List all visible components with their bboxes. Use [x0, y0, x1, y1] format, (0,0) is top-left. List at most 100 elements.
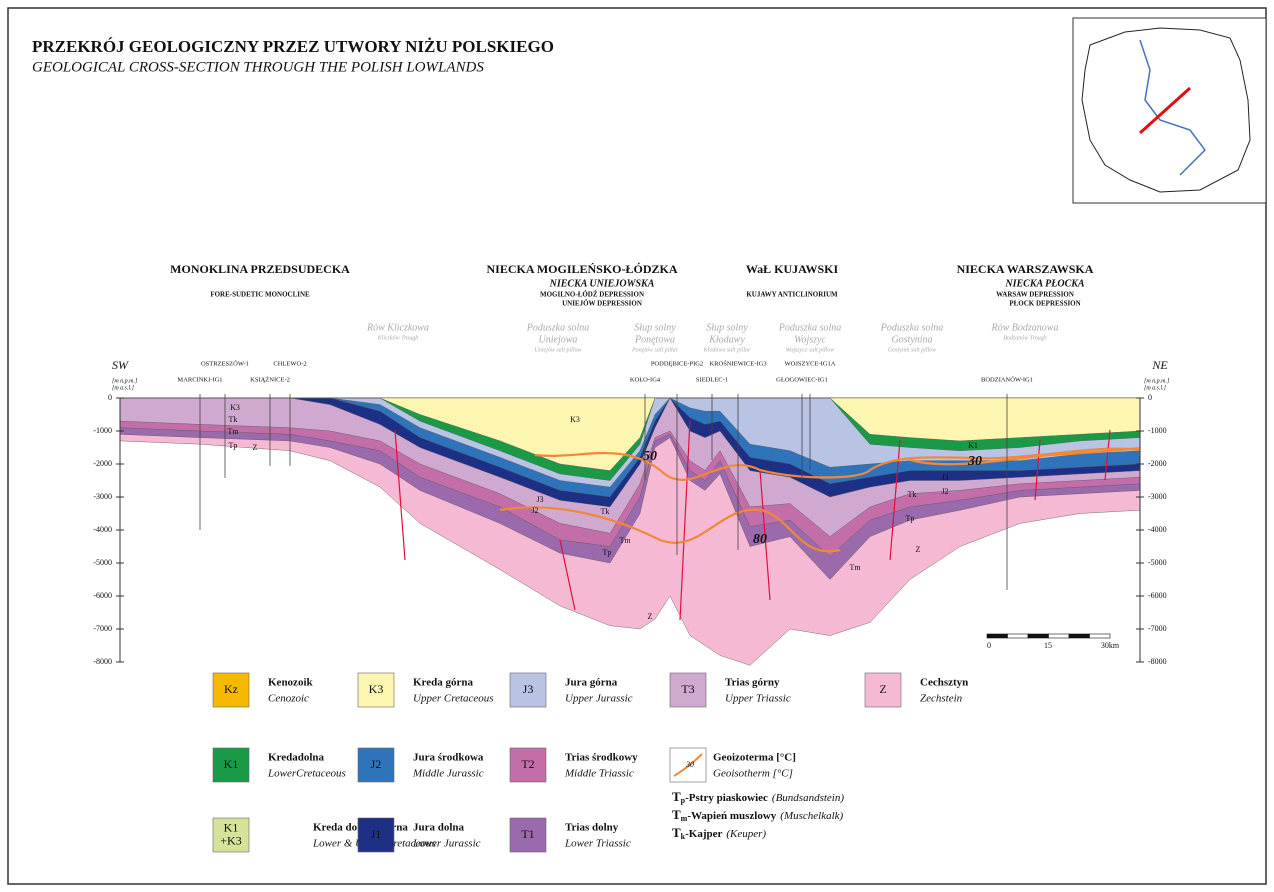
depth-tick-label: -1000: [93, 426, 112, 435]
legend-english: Lower Triassic: [564, 838, 631, 850]
stratum-label: Tm: [849, 563, 861, 572]
legend-name: Jura środkowa: [413, 752, 484, 764]
note-part: m: [681, 814, 688, 823]
legend-code: K3: [369, 682, 384, 696]
legend-code: J1: [371, 827, 382, 841]
scale-segment: [1089, 633, 1111, 639]
well-name: WOJSZYCE-IG1A: [785, 360, 836, 367]
scale-label: 15: [1044, 641, 1052, 650]
stratum-label: Tk: [229, 415, 238, 424]
legend-swatch: [357, 817, 395, 853]
depth-tick-label: -5000: [93, 558, 112, 567]
legend-english: Upper Cretaceous: [413, 693, 494, 705]
region-english: WARSAW DEPRESSION: [996, 291, 1074, 299]
legend-english: Lower Jurassic: [412, 838, 481, 850]
note: Tk-Kajper (Keuper): [672, 825, 766, 841]
note-part: T: [672, 807, 681, 822]
region-english: KUJAWY ANTICLINORIUM: [746, 291, 838, 299]
note-part: -Wapień muszlowy: [687, 810, 776, 822]
structure-name: Wojszyc: [794, 334, 826, 345]
legend-code: T1: [521, 827, 534, 841]
depth-tick-label: -4000: [1148, 525, 1167, 534]
fault: [1104, 429, 1111, 481]
structure-name: Poduszka solna: [778, 322, 842, 333]
legend-code: T3: [681, 682, 694, 696]
title: PRZEKRÓJ GEOLOGICZNY PRZEZ UTWORY NIŻU P…: [32, 37, 554, 56]
note-part: T: [672, 789, 681, 804]
direction: NE: [1151, 358, 1168, 372]
structure-name: Poduszka solna: [880, 322, 944, 333]
region-name: MONOKLINA PRZEDSUDECKA: [170, 262, 350, 276]
region-name: NIECKA WARSZAWSKA: [957, 262, 1094, 276]
depth-tick-label: -8000: [1148, 657, 1167, 666]
region-english: MOGILNO-ŁÓDŹ DEPRESSION: [540, 291, 644, 299]
scale-segment: [1027, 633, 1049, 639]
isotherm-label: 50: [643, 449, 657, 464]
region-english: PŁOCK DEPRESSION: [1009, 300, 1080, 308]
legend-swatch: [509, 747, 547, 783]
note-part: T: [672, 825, 681, 840]
stratum-label: J3: [941, 473, 948, 482]
structure-english: Kłodawa salt pillar: [703, 347, 751, 353]
scale-segment: [1068, 633, 1090, 639]
well-name: OSTRZESZÓW-1: [201, 359, 249, 367]
structure-english: Kliczków Trough: [377, 335, 419, 341]
stratum-label: Tp: [603, 548, 612, 557]
legend-swatch: [669, 747, 707, 783]
legend-name: Cechsztyn: [920, 677, 968, 689]
isotherm-label: 30: [967, 454, 982, 469]
legend-name: Trias środkowy: [565, 752, 638, 764]
stratum-label: J2: [941, 487, 948, 496]
legend-name: Trias górny: [725, 677, 780, 689]
depth-tick-label: -2000: [93, 459, 112, 468]
legend-code: 30: [685, 760, 694, 769]
legend-code: K1: [224, 757, 239, 771]
stratum-label: Tm: [227, 427, 239, 436]
depth-tick-label: -2000: [1148, 459, 1167, 468]
legend-swatch: [669, 672, 707, 708]
legend-swatch: [357, 747, 395, 783]
legend-name: Jura dolna: [413, 822, 465, 834]
stratum-label: Tp: [229, 441, 238, 450]
fault: [394, 429, 406, 561]
structure-english: Uniejów salt pillow: [534, 347, 581, 353]
legend-name: Jura górna: [565, 677, 618, 689]
note-part: k: [681, 832, 686, 841]
fault: [679, 419, 691, 621]
stratum-label: K3: [570, 415, 580, 424]
depth-unit: [m n.p.m.]: [1144, 378, 1170, 384]
section-line: [1138, 86, 1192, 135]
depth-tick-label: 0: [108, 393, 112, 402]
note: Tp-Pstry piaskowiec (Bundsandstein): [672, 789, 844, 805]
fault: [559, 539, 576, 611]
fault: [1034, 439, 1041, 501]
stratum-label: Tk: [908, 490, 917, 499]
structure-name: Słup solny: [706, 322, 748, 333]
legend-english: Zechstein: [920, 693, 963, 705]
well-name: KOŁO-IG4: [630, 376, 661, 383]
well-name: MARCINKI-IG1: [177, 376, 222, 383]
isotherm: [534, 447, 1141, 481]
stratum: [120, 397, 1141, 471]
depth-unit: [m a.s.l.]: [112, 385, 135, 391]
stratum-label: Z: [648, 612, 653, 621]
location-map: [1072, 17, 1267, 204]
stratum-label: Tp: [906, 514, 915, 523]
stratum-label: Tm: [619, 536, 631, 545]
legend-name: Kredadolna: [268, 752, 325, 764]
well-name: KSIĄŻNICE-2: [250, 376, 290, 383]
structure-name: Słup solny: [634, 322, 676, 333]
region-sub: NIECKA UNIEJOWSKA: [549, 278, 655, 289]
structure-name: Poduszka solna: [526, 322, 590, 333]
depth-unit: [m n.p.m.]: [112, 378, 138, 384]
structure-name: Rów Kliczkowa: [366, 322, 429, 333]
legend-code: J2: [371, 757, 382, 771]
isotherm: [909, 446, 1141, 466]
region-name: NIECKA MOGILEŃSKO-ŁÓDZKA: [486, 262, 677, 276]
note-part: p: [681, 796, 686, 805]
stratum-label: K1: [968, 441, 978, 450]
legend-swatch: [212, 817, 250, 853]
depth-tick-label: -7000: [1148, 624, 1167, 633]
legend-code: T2: [521, 757, 534, 771]
